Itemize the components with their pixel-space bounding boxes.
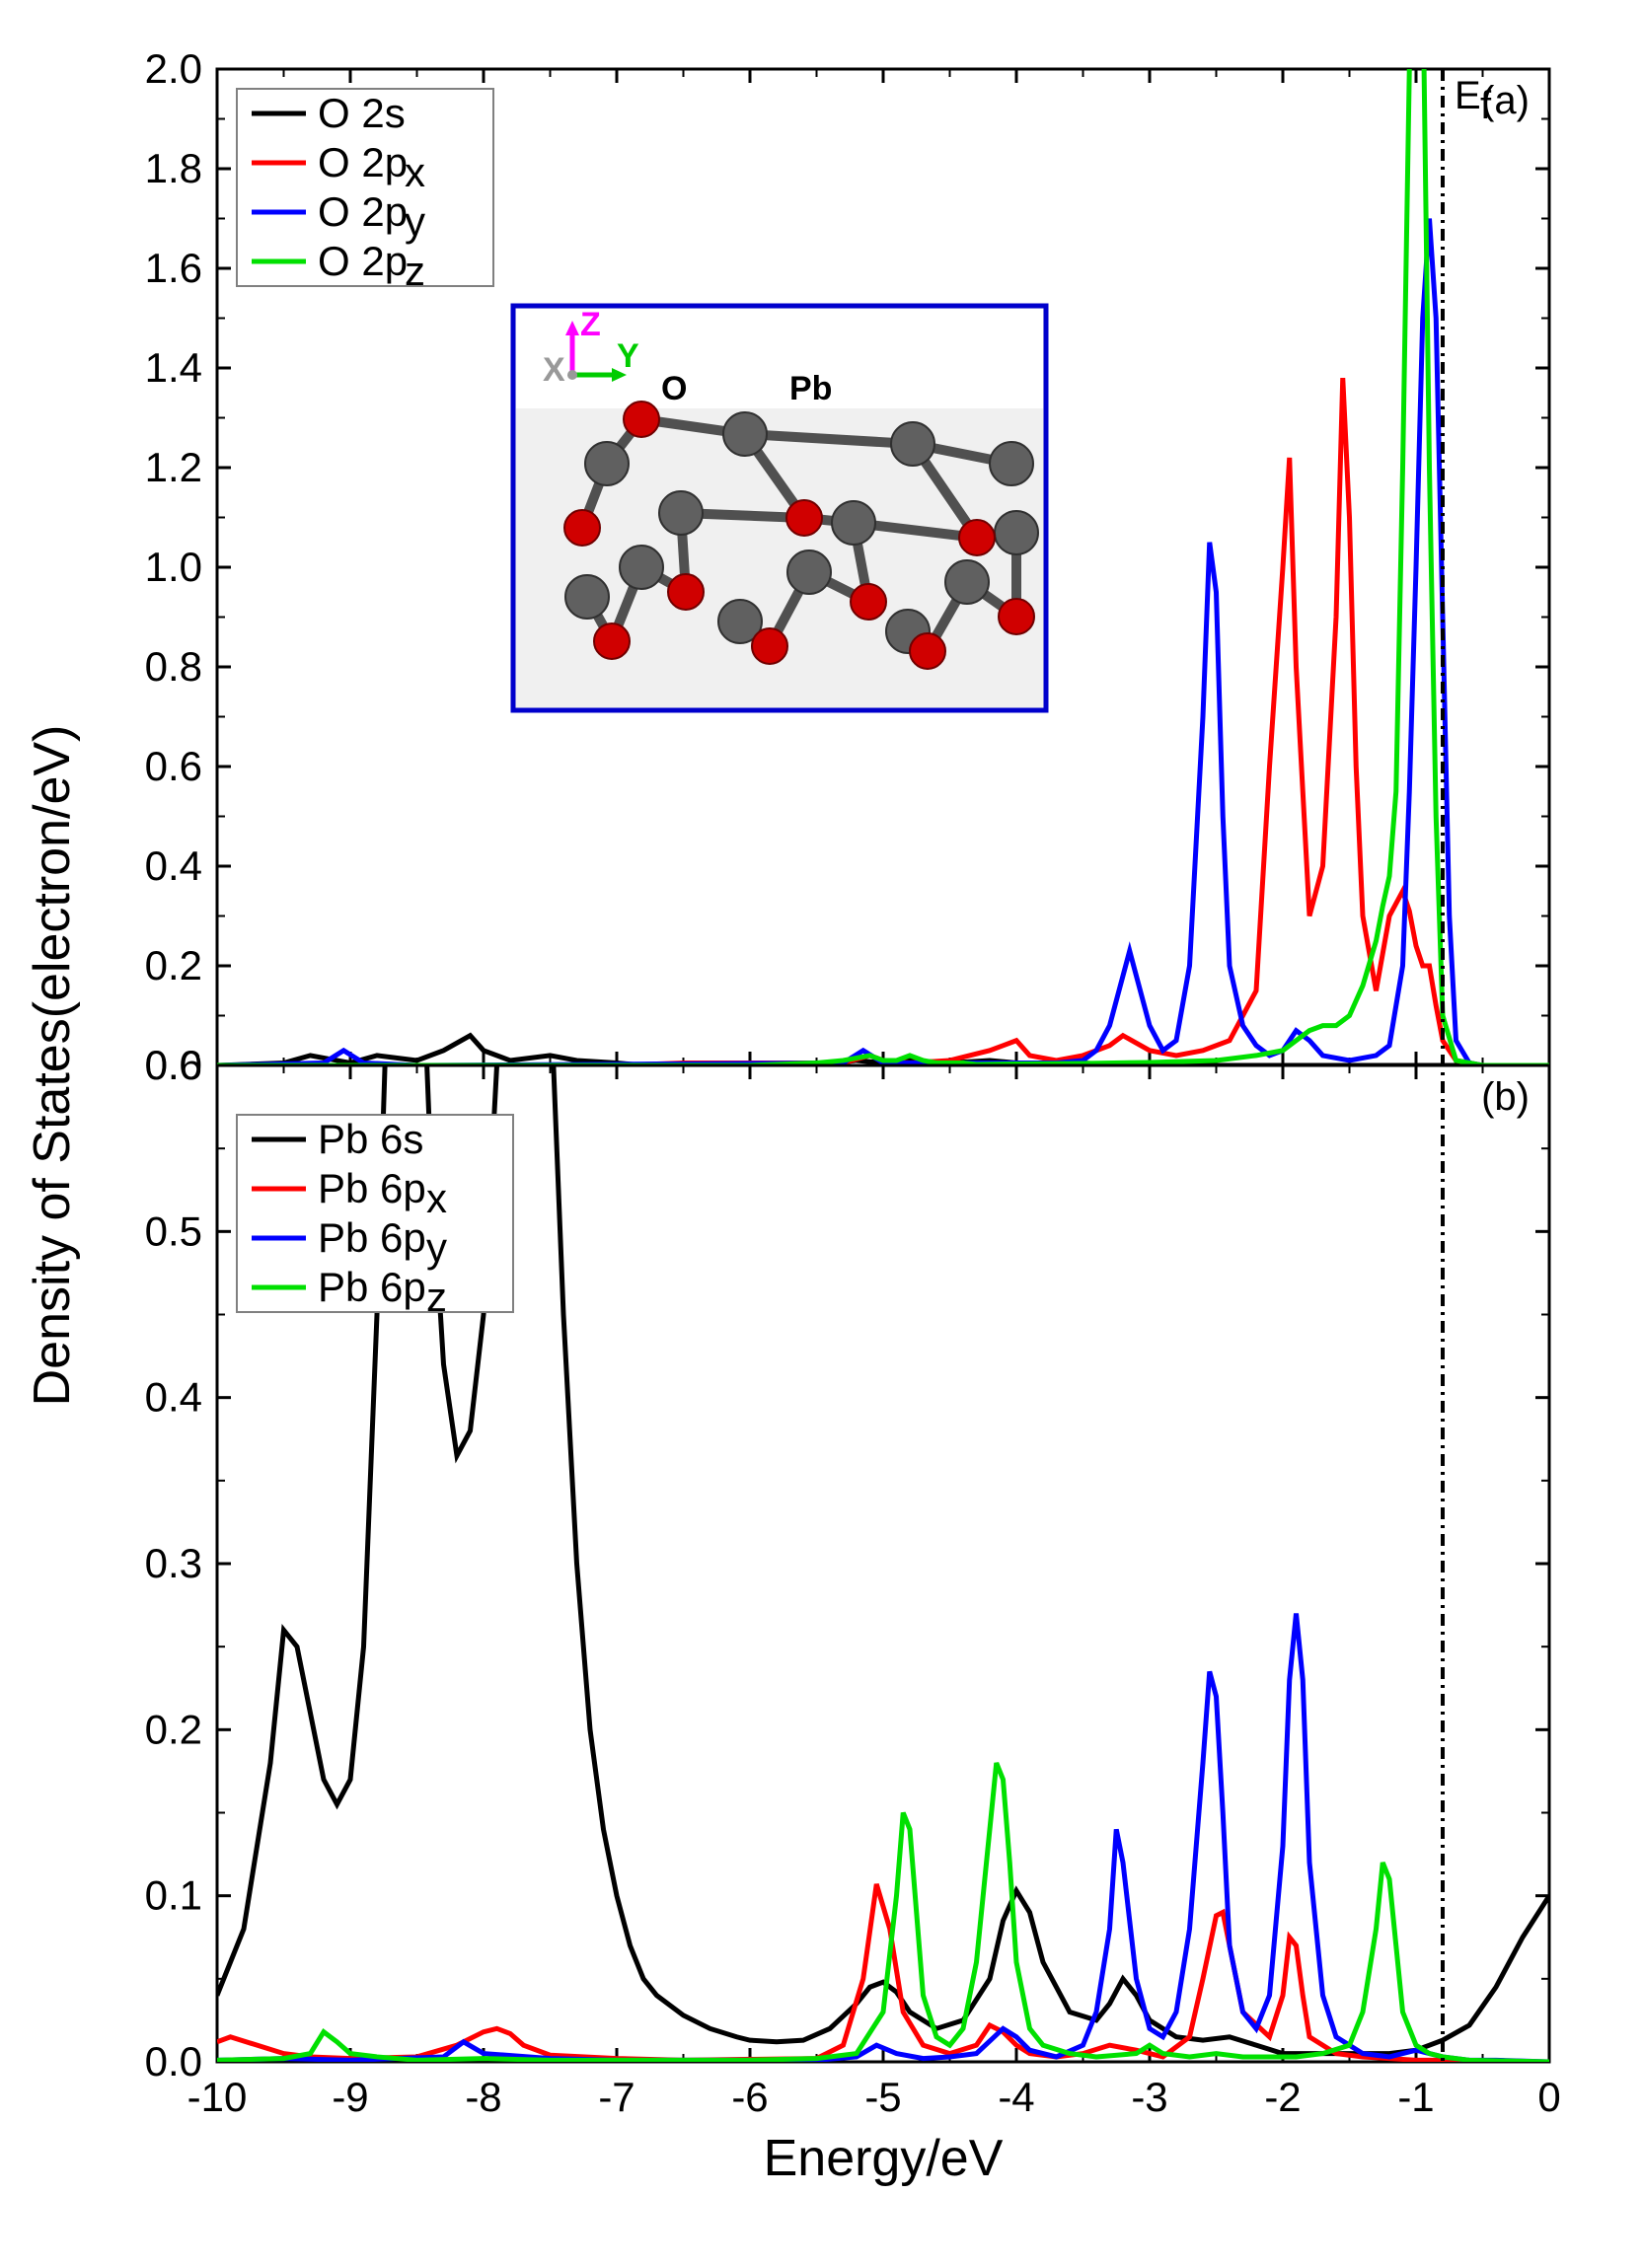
svg-text:-7: -7 [598,2074,635,2120]
svg-text:y: y [426,1224,447,1271]
svg-text:Y: Y [617,337,639,375]
svg-text:0.5: 0.5 [145,1207,202,1254]
legend-item: Pb 6p [318,1214,426,1261]
svg-text:0: 0 [1537,2074,1560,2120]
svg-text:2.0: 2.0 [145,45,202,92]
fermi-label: E [1455,74,1481,117]
svg-text:0.8: 0.8 [145,643,202,690]
svg-text:1.8: 1.8 [145,145,202,191]
crystal-inset: ZY X O Pb [513,306,1046,710]
svg-text:0.2: 0.2 [145,942,202,988]
svg-text:1.2: 1.2 [145,444,202,490]
svg-text:0.4: 0.4 [145,1374,202,1421]
legend-item: Pb 6s [318,1116,423,1162]
panel-b-label: (b) [1481,1075,1530,1119]
svg-text:0.6: 0.6 [145,1042,202,1088]
svg-text:X: X [543,351,565,389]
svg-text:z: z [405,248,425,294]
dos-figure: 0.0 0.2 0.4 0.6 0.8 1.0 1.2 1.4 1.6 1.8 2.0 -1 0 -9 -8… [0,0,1643,2268]
legend-item: Pb 6p [318,1264,426,1310]
inset-label-O: O [661,370,687,407]
svg-text:-6: -6 [731,2074,768,2120]
series-line [217,1884,1549,2062]
svg-text:0.1: 0.1 [145,1872,202,1919]
svg-text:-4: -4 [998,2074,1034,2120]
svg-text:x: x [405,149,425,195]
legend-item: O 2s [318,90,406,136]
legend-item: O 2p [318,139,408,185]
legend-item: Pb 6p [318,1165,426,1211]
legend-item: O 2p [318,188,408,235]
svg-text:-9: -9 [332,2074,368,2120]
svg-text:1.6: 1.6 [145,245,202,291]
svg-text:-2: -2 [1264,2074,1301,2120]
inset-label-Pb: Pb [789,370,832,407]
svg-text:-5: -5 [864,2074,901,2120]
y-axis-title: Density of States(electron/eV) [24,725,81,1407]
legend-item: O 2p [318,238,408,284]
svg-text:0.6: 0.6 [145,743,202,789]
x-axis-title: Energy/eV [764,2130,1004,2187]
svg-text:1.0: 1.0 [145,544,202,590]
svg-text:-1: -1 [1397,2074,1434,2120]
svg-text:x: x [426,1175,447,1221]
svg-text:0.0: 0.0 [145,2038,202,2085]
svg-text:-3: -3 [1131,2074,1167,2120]
svg-text:z: z [426,1274,447,1320]
svg-text:0.2: 0.2 [145,1706,202,1752]
svg-text:y: y [405,198,425,245]
svg-text:0.3: 0.3 [145,1540,202,1586]
svg-text:0.4: 0.4 [145,842,202,889]
svg-text:-8: -8 [465,2074,501,2120]
svg-text:Z: Z [580,306,601,343]
svg-text:1.4: 1.4 [145,344,202,391]
panel-a-label: (a) [1481,79,1530,122]
